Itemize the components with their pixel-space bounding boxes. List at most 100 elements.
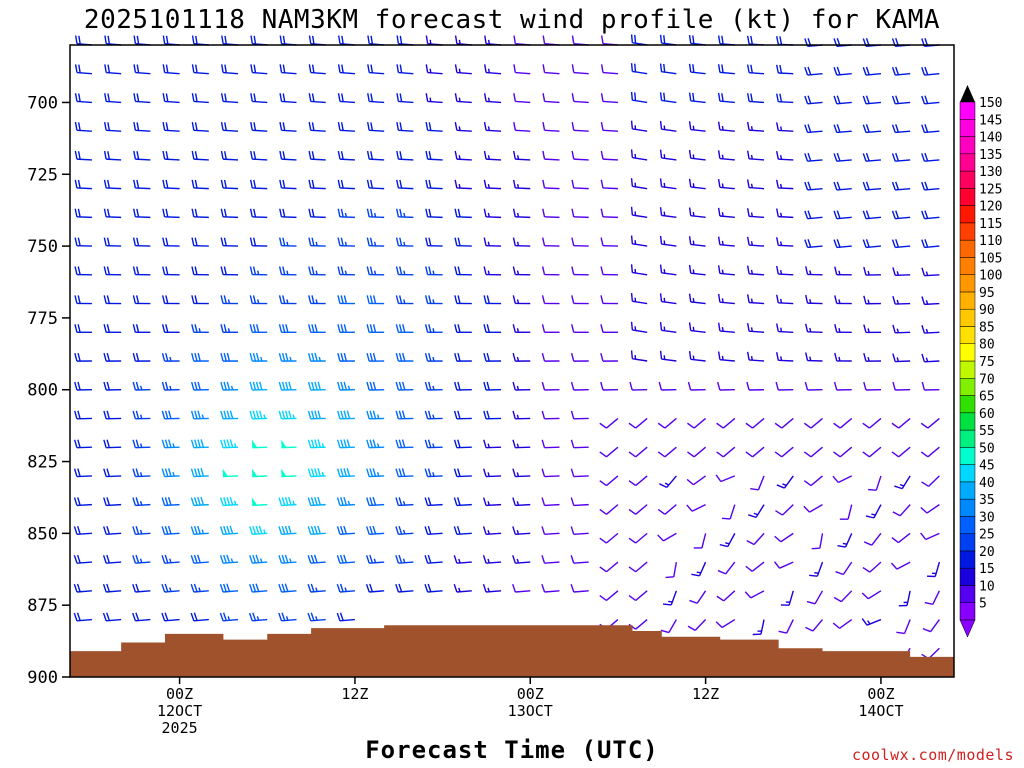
wind-barb [278,295,297,305]
wind-barb [483,208,502,219]
wind-barb [337,410,355,420]
wind-barb [717,381,735,391]
wind-barb [366,179,385,190]
wind-barb [628,590,648,602]
wind-barb [600,237,618,247]
colorbar-label: 35 [979,493,995,508]
wind-barb [542,93,560,104]
wind-barb [220,208,239,219]
wind-barb [921,267,940,277]
wind-barb [281,439,297,449]
wind-barb [279,122,297,132]
wind-barb [249,554,268,564]
wind-barb [190,583,209,593]
wind-barb [133,93,151,104]
wind-barb [483,266,502,276]
wind-barb [278,352,297,362]
wind-barb [278,583,297,593]
wind-barb [483,381,502,391]
wind-barb [219,496,239,507]
wind-barb [162,122,180,132]
wind-barb [512,266,531,276]
wind-barb [746,150,765,161]
wind-barb [571,122,589,132]
wind-barb [746,322,765,333]
colorbar-label: 125 [979,182,1002,197]
wind-barb [308,208,326,219]
wind-barb [862,210,882,220]
wind-barb [541,324,560,333]
wind-barb [132,324,151,333]
wind-barb [453,555,472,564]
wind-barb [161,496,180,507]
wind-barb [396,122,414,132]
wind-barb [104,64,122,75]
wind-barb [395,468,414,478]
x-tick-label: 12Z [692,685,719,703]
wind-barb [161,381,180,391]
wind-barb [746,236,765,247]
wind-barb [744,590,765,599]
wind-barb [132,497,151,507]
colorbar-label: 85 [979,320,995,335]
wind-barb [832,618,853,629]
colorbar-label: 30 [979,510,995,525]
wind-barb [132,410,151,420]
wind-barb [425,237,443,247]
wind-barb [103,410,122,420]
wind-barb [863,266,881,276]
x-tick-label: 2025 [162,719,198,737]
wind-barb [868,475,882,491]
colorbar-swatch [959,447,976,465]
wind-barb [307,496,326,507]
wind-barb [191,150,209,161]
wind-barb [73,439,92,449]
colorbar-label: 25 [979,528,995,543]
wind-barb [132,208,151,219]
wind-barb [775,381,794,391]
wind-barb [803,417,823,429]
x-tick-label: 00Z [517,685,544,703]
wind-barb [688,121,706,132]
wind-barb [73,526,92,535]
wind-barb [249,208,268,219]
wind-barb [837,533,853,548]
wind-barb [161,468,180,478]
wind-barb [161,295,180,305]
colorbar-label: 50 [979,441,995,456]
x-axis-label: Forecast Time (UTC) [365,736,659,764]
wind-barb [512,468,531,478]
wind-barb [717,293,735,305]
wind-barb [541,381,560,391]
wind-barb [74,150,92,161]
wind-barb [190,496,209,507]
wind-barb [250,122,268,132]
wind-barb [715,618,736,629]
wind-barb [483,150,502,161]
y-tick-label: 875 [27,596,58,616]
wind-barb [862,446,882,458]
x-tick-label: 14OCT [858,702,903,720]
wind-barb [512,526,531,535]
wind-barb [278,381,297,391]
wind-barb [308,179,326,190]
plot-area [69,34,955,678]
wind-barb [366,468,385,478]
wind-barb [541,295,560,305]
wind-barb [541,583,560,593]
colorbar-label: 45 [979,459,995,474]
wind-barb [221,64,239,75]
wind-barb [926,561,941,578]
wind-barb [281,468,297,478]
wind-barb [862,152,882,162]
wind-barb [717,35,735,46]
wind-barb [512,237,531,247]
wind-barb [691,561,707,577]
wind-barb [746,381,765,391]
wind-barb [104,35,122,46]
wind-barb [659,178,677,190]
wind-barb [220,179,239,190]
wind-barb [425,122,443,132]
wind-barb [424,583,443,593]
